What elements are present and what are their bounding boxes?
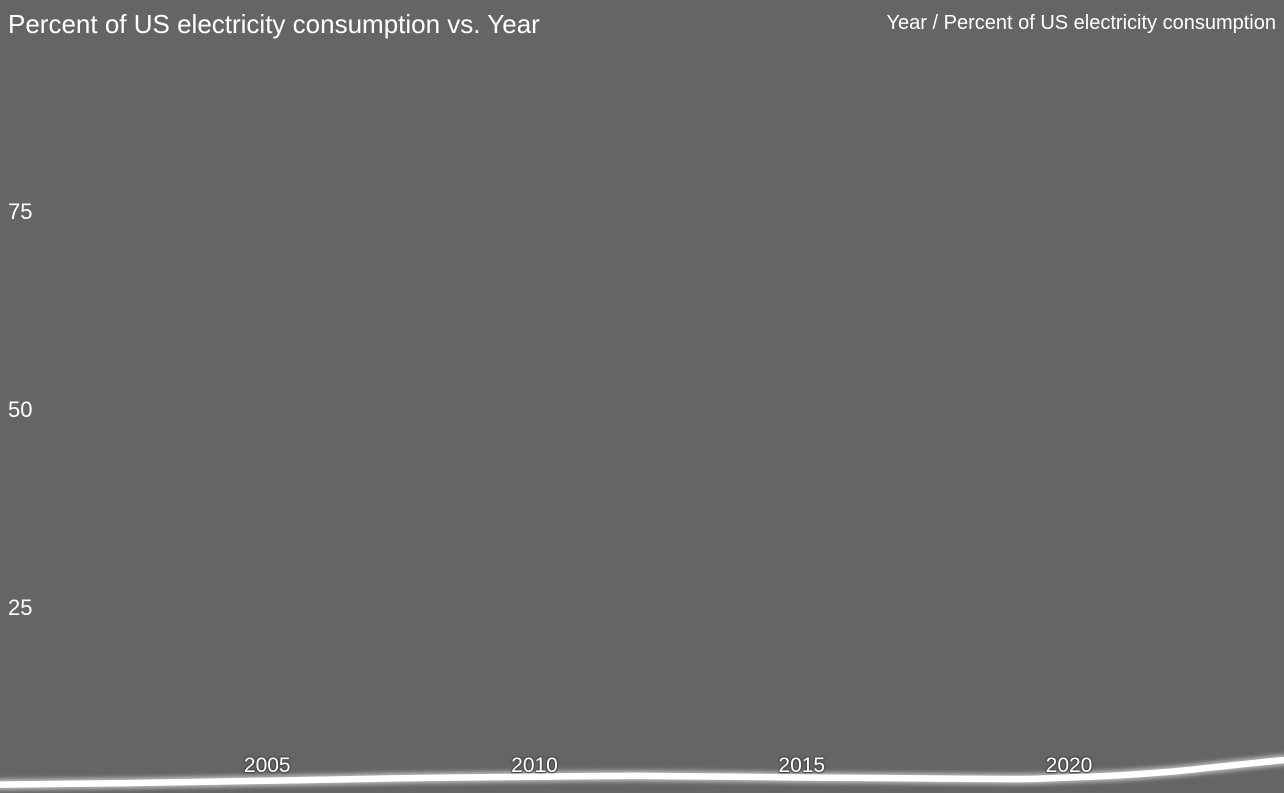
y-tick-label: 75 (8, 199, 33, 224)
chart-title: Percent of US electricity consumption vs… (8, 9, 540, 39)
series-line (0, 756, 1284, 788)
y-tick-label: 25 (8, 595, 33, 620)
x-tick-label: 2005 (243, 754, 291, 777)
x-tick-label: 2010 (511, 754, 558, 777)
series-readout-label: Year / Percent of US electricity consump… (886, 12, 1276, 34)
x-tick-label: 2015 (778, 754, 826, 777)
y-tick-label: 50 (8, 397, 33, 422)
x-tick-label: 2020 (1045, 754, 1093, 777)
